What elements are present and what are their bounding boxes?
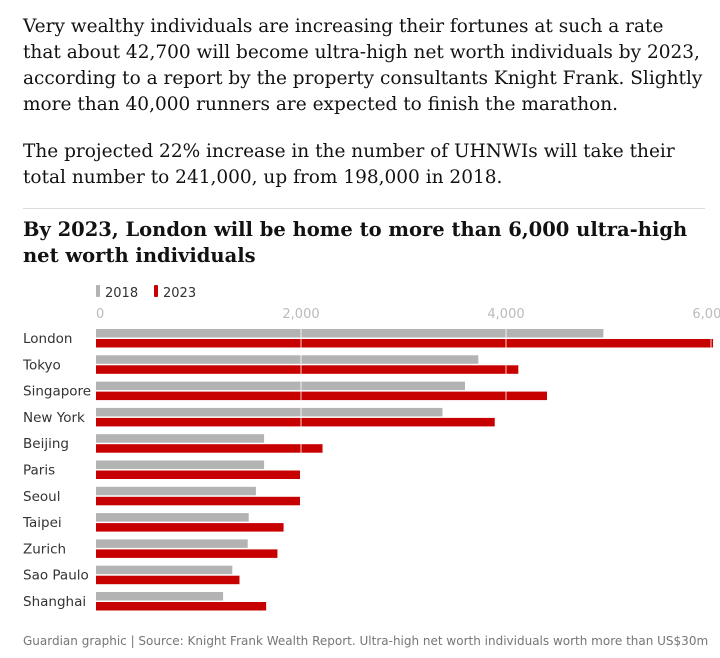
legend-swatch-2023: [154, 285, 158, 297]
category-label: Taipei: [22, 515, 62, 531]
category-label: London: [23, 331, 73, 347]
x-tick-label: 4,000: [487, 307, 524, 322]
bar-2018: [96, 592, 224, 601]
bar-2023: [96, 602, 267, 611]
x-tick-label: 2,000: [282, 307, 319, 322]
category-label: Sao Paulo: [23, 568, 89, 584]
article-paragraph-2: The projected 22% increase in the number…: [23, 141, 675, 188]
x-tick-label: 0: [96, 307, 104, 322]
bar-chart: 2018 2023 0 2,000 4,000 6,000 London Tokyo Singa…: [22, 285, 720, 619]
bar-2018: [96, 539, 248, 548]
bar-2023: [96, 470, 300, 479]
category-label: Zurich: [23, 541, 66, 557]
bar-2023: [96, 391, 547, 401]
category-label: Singapore: [23, 384, 91, 400]
bar-2023: [96, 339, 714, 348]
bar-2018: [96, 355, 479, 364]
bar-2018: [96, 407, 443, 417]
category-label: Beijing: [23, 436, 69, 452]
chart-title: By 2023, London will be home to more tha…: [23, 218, 688, 267]
category-label: Paris: [23, 463, 55, 479]
category-label: New York: [23, 410, 85, 426]
bar-2023: [96, 575, 240, 585]
category-label: Seoul: [23, 489, 60, 505]
chart-source: Guardian graphic | Source: Knight Frank …: [23, 634, 709, 648]
chart-top-rule: [23, 208, 705, 209]
bar-2018: [96, 513, 249, 522]
bar-2023: [96, 496, 300, 506]
bar-2023: [96, 365, 519, 374]
bar-2023: [96, 549, 278, 558]
legend-label-2023: 2023: [163, 286, 196, 301]
bar-2018: [96, 565, 233, 575]
x-tick-label: 6,000: [692, 307, 720, 322]
category-label: Shanghai: [23, 594, 86, 610]
bar-2023: [96, 444, 323, 453]
bar-2018: [96, 329, 604, 338]
legend-label-2018: 2018: [105, 286, 138, 301]
bar-2023: [96, 417, 495, 427]
bar-2018: [96, 460, 265, 469]
category-label: Tokyo: [22, 357, 61, 373]
bar-2018: [96, 381, 465, 391]
bar-2023: [96, 523, 284, 532]
bar-2018: [96, 434, 265, 443]
article-paragraph-1: Very wealthy individuals are increasing …: [23, 16, 703, 115]
legend-swatch-2018: [96, 285, 100, 297]
bar-2018: [96, 486, 256, 496]
